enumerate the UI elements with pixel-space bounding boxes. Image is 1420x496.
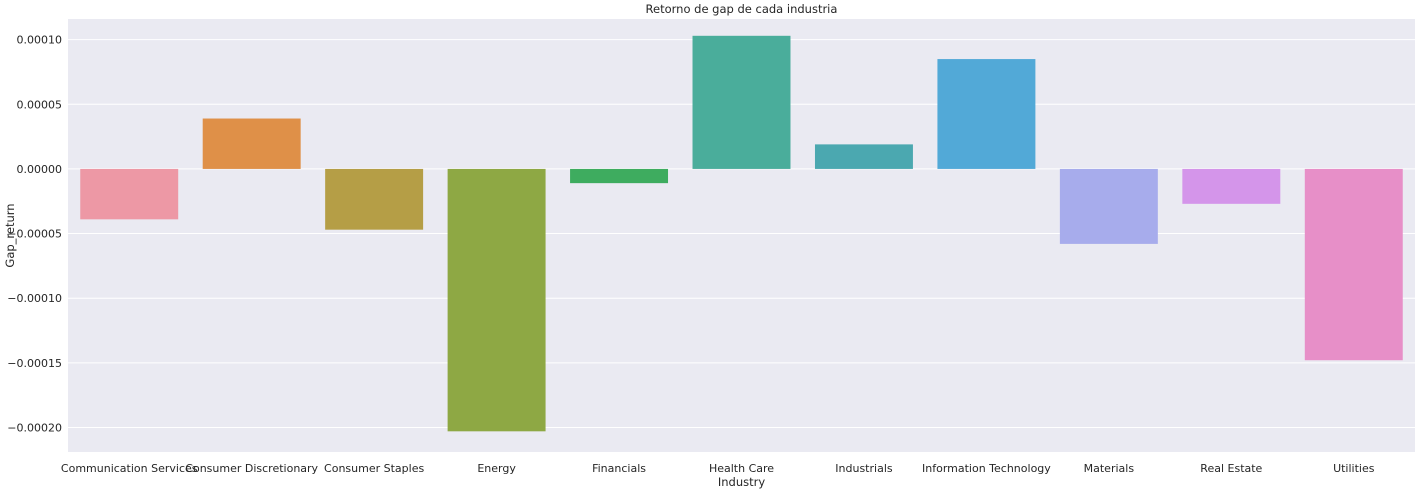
x-tick-label: Consumer Staples [324, 462, 424, 475]
bar-information-technology [937, 59, 1036, 169]
x-tick-label: Financials [592, 462, 646, 475]
y-tick-label: −0.00015 [7, 357, 62, 370]
bar-financials [570, 168, 669, 184]
bar-materials [1059, 168, 1158, 244]
bar-utilities [1304, 168, 1403, 361]
x-tick-label: Consumer Discretionary [185, 462, 318, 475]
y-tick-label: 0.00010 [17, 34, 63, 47]
bar-industrials [814, 144, 913, 169]
y-tick-label: 0.00000 [17, 163, 63, 176]
y-tick-label: −0.00020 [7, 421, 62, 434]
bar-communication-services [80, 168, 179, 220]
bar-consumer-discretionary [202, 118, 301, 169]
bar-health-care [692, 35, 791, 169]
x-tick-label: Health Care [709, 462, 774, 475]
x-tick-label: Real Estate [1200, 462, 1262, 475]
y-tick-label: −0.00005 [7, 228, 62, 241]
x-tick-label: Industrials [835, 462, 893, 475]
y-tick-label: −0.00010 [7, 292, 62, 305]
bar-real-estate [1182, 168, 1281, 204]
x-tick-label: Utilities [1333, 462, 1375, 475]
x-tick-label: Information Technology [922, 462, 1051, 475]
y-tick-label: 0.00005 [17, 98, 63, 111]
x-tick-label: Communication Services [61, 462, 198, 475]
y-tick-labels: 0.00010 0.00005 0.00000 −0.00005 −0.00010 −0.… [7, 34, 62, 435]
x-tick-label: Energy [477, 462, 516, 475]
bar-consumer-staples [325, 168, 424, 230]
chart-title: Retorno de gap de cada industria [646, 2, 838, 16]
x-axis-label: Industry [718, 475, 765, 489]
y-axis-label: Gap_return [3, 203, 17, 267]
bars [80, 35, 1403, 432]
x-tick-label: Materials [1084, 462, 1135, 475]
bar-energy [447, 168, 546, 432]
